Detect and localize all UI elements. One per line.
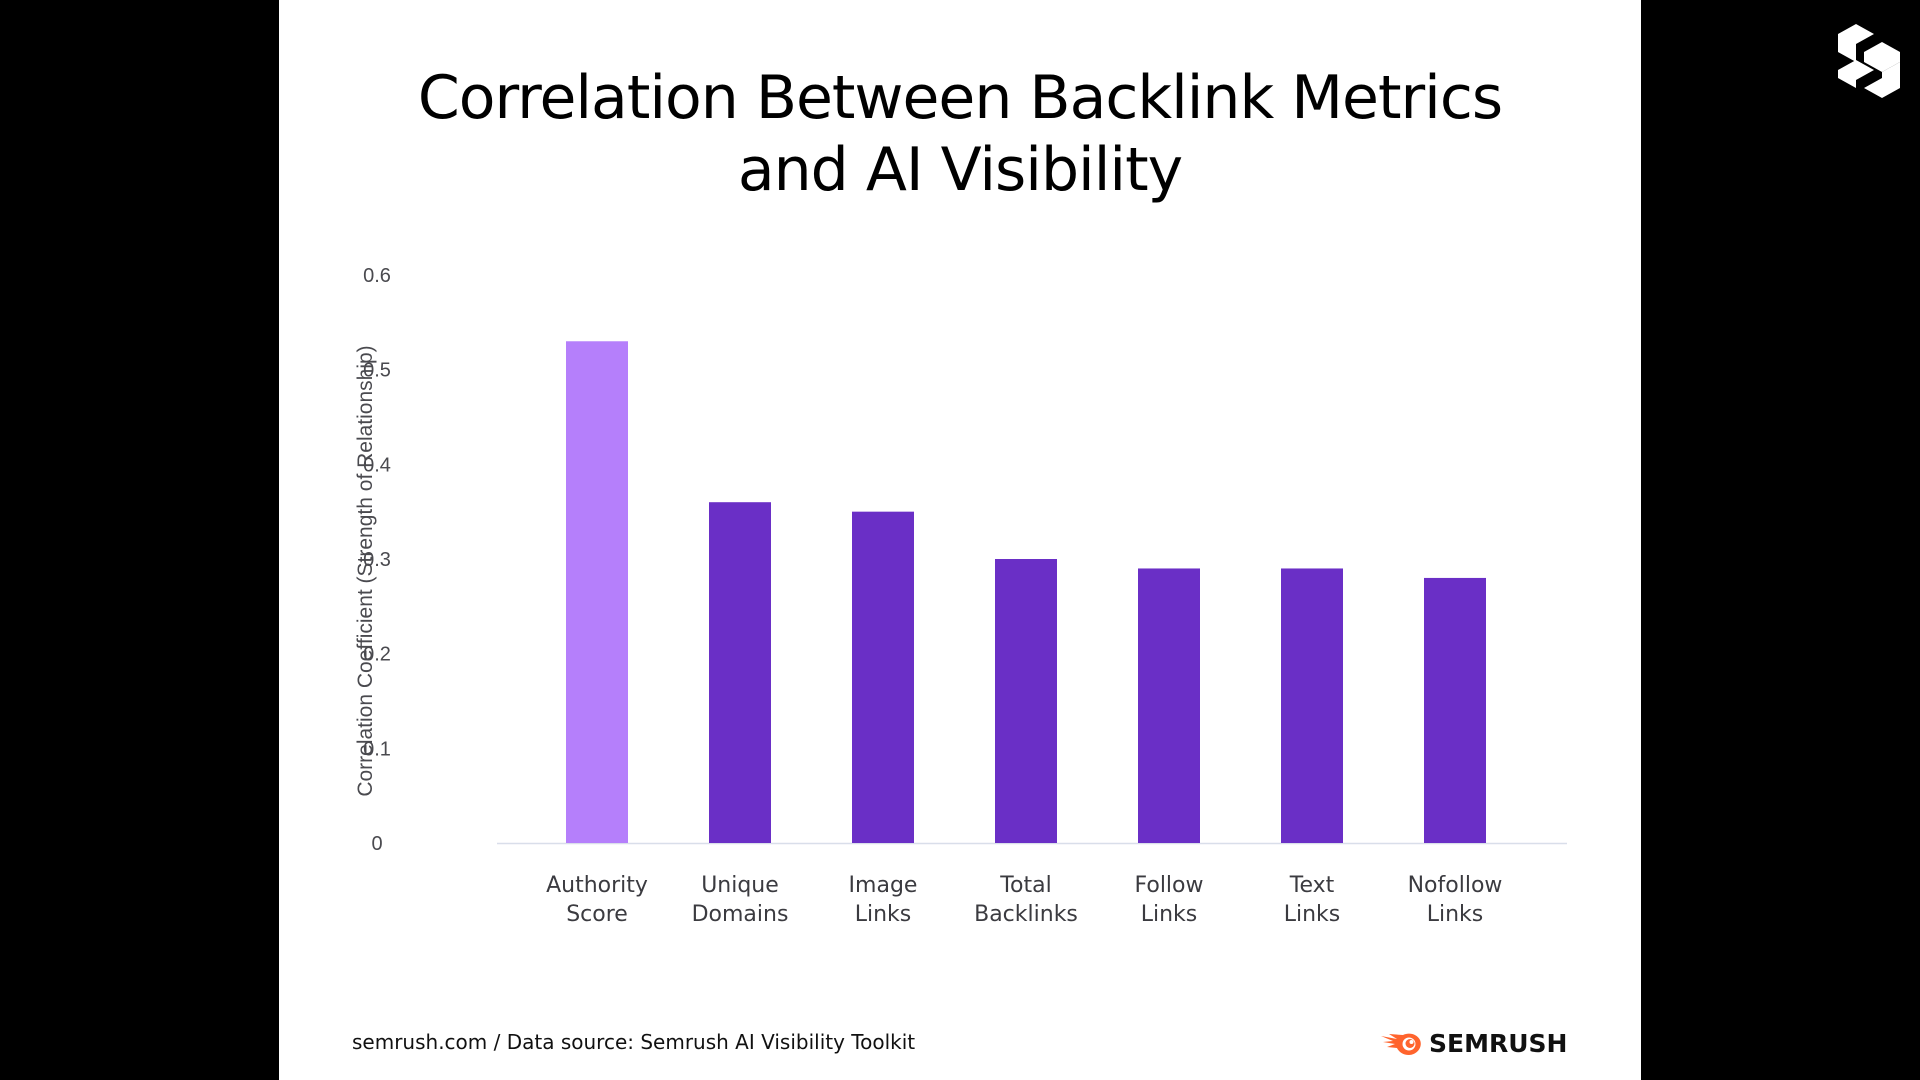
s-cube-logo-icon [1838,24,1900,98]
bar-unique-domains [709,502,771,843]
bar-follow-links [1138,568,1200,843]
x-tick-label: Image Links [849,873,918,927]
x-tick-label-line: Links [855,902,912,927]
x-tick-label: Unique Domains [692,873,789,927]
x-tick-label-line: Unique [701,873,779,898]
x-tick-label: Nofollow Links [1408,873,1503,927]
y-axis-title: Correlation Coefficient (Strength of Rel… [354,345,377,796]
x-tick-label-line: Backlinks [974,902,1078,927]
y-tick-label: 0.6 [363,265,391,287]
footer-source-text: semrush.com / Data source: Semrush AI Vi… [352,1030,916,1054]
semrush-brand-name: SEMRUSH [1429,1028,1568,1058]
semrush-brand[interactable]: SEMRUSH [1379,1026,1567,1060]
x-tick-label-line: Nofollow [1408,873,1503,898]
x-tick-label-line: Text [1289,873,1335,898]
x-tick-label-line: Links [1284,902,1341,927]
bar-total-backlinks [995,559,1057,843]
x-tick-label: Total Backlinks [974,873,1078,927]
x-tick-label-line: Authority [546,873,648,898]
x-tick-label-line: Links [1141,902,1198,927]
bar-chart: 0 0.1 0.2 0.3 0.4 0.5 0.6 Correlation Coeffici… [354,265,1567,927]
chart-title-line-1: Correlation Between Backlink Metrics [417,63,1503,133]
y-tick-label: 0.5 [363,360,391,382]
chart-title-line-2: and AI Visibility [737,135,1183,205]
x-tick-label-line: Score [566,902,628,927]
bars [566,341,1486,843]
x-tick-label-line: Total [999,873,1051,898]
x-tick-label-line: Image [849,873,918,898]
y-tick-label: 0 [371,833,382,855]
x-tick-label: Text Links [1284,873,1341,927]
chart-title: Correlation Between Backlink Metrics and… [279,62,1641,206]
y-tick-label: 0.2 [363,644,391,666]
y-axis-ticks: 0 0.1 0.2 0.3 0.4 0.5 0.6 [363,265,391,855]
x-tick-label-line: Links [1427,902,1484,927]
y-tick-label: 0.4 [363,454,391,476]
bar-authority-score [566,341,628,843]
x-tick-label-line: Follow [1134,873,1203,898]
x-tick-label-line: Domains [692,902,789,927]
bar-nofollow-links [1424,577,1486,843]
x-tick-label: Follow Links [1134,873,1203,927]
bar-image-links [852,511,914,843]
x-tick-label: Authority Score [546,873,648,927]
y-tick-label: 0.1 [363,738,391,760]
x-axis-labels: Authority Score Unique Domains Image Links Tot… [546,873,1502,927]
y-tick-label: 0.3 [363,549,391,571]
semrush-fireball-icon [1381,1033,1421,1055]
bar-text-links [1281,568,1343,843]
chart-panel: Correlation Between Backlink Metrics and… [279,0,1641,1080]
